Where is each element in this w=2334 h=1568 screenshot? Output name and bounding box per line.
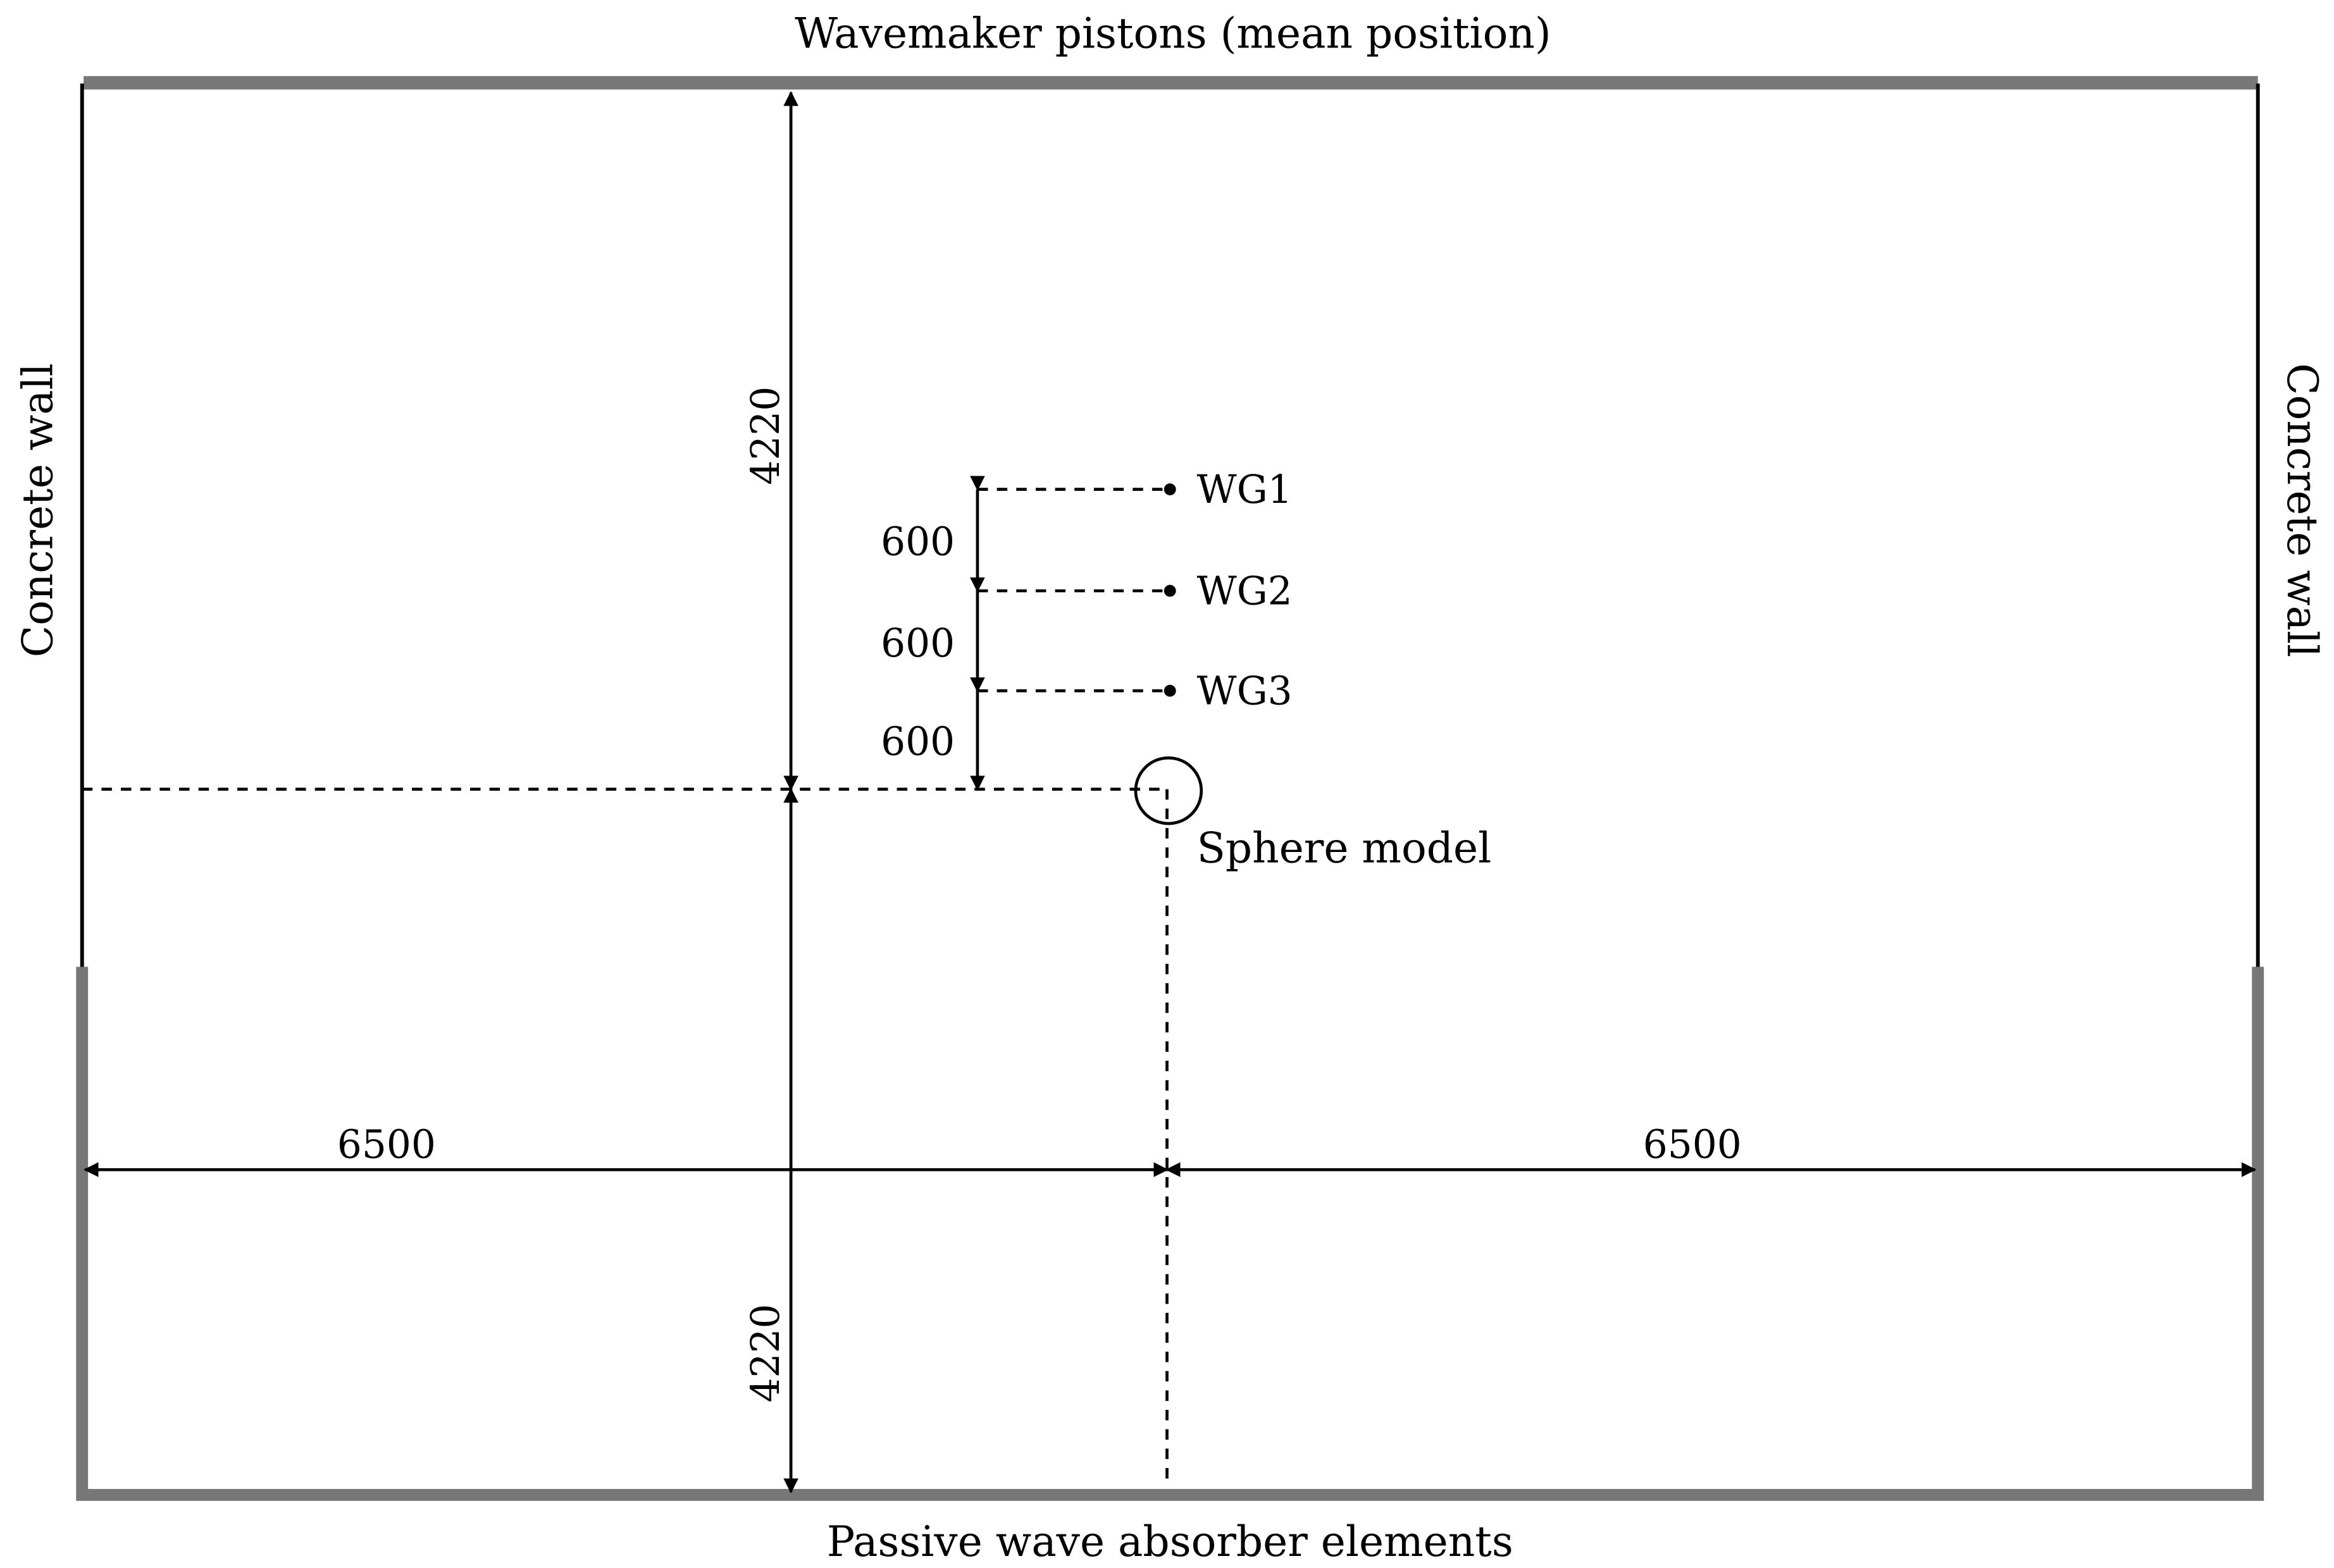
- wavemaker-pistons: [84, 76, 2258, 90]
- passive-absorber: [76, 966, 2264, 1501]
- sphere-model-label: Sphere model: [1197, 824, 1492, 872]
- right-wall-label: Concrete wall: [2278, 363, 2326, 657]
- wg3-label: WG3: [1197, 669, 1293, 713]
- absorber-label: Passive wave absorber elements: [827, 1517, 1513, 1566]
- wg2-label: WG2: [1197, 569, 1293, 614]
- left-wall-label: Concrete wall: [14, 363, 63, 657]
- top-distance-label: 4220: [743, 386, 788, 485]
- spacing-label-1: 600: [881, 519, 955, 564]
- right-distance-label: 6500: [1643, 1122, 1742, 1167]
- bottom-distance-label: 4220: [743, 1304, 788, 1402]
- wg2-dot: [1164, 584, 1176, 597]
- spacing-label-3: 600: [881, 720, 955, 765]
- wavemaker-label: Wavemaker pistons (mean position): [795, 9, 1551, 58]
- left-distance-label: 6500: [337, 1122, 436, 1167]
- wg3-dot: [1164, 684, 1176, 697]
- wg1-label: WG1: [1197, 467, 1293, 512]
- wg1-dot: [1164, 483, 1176, 496]
- sphere-model: [1134, 756, 1203, 825]
- spacing-label-2: 600: [881, 621, 955, 666]
